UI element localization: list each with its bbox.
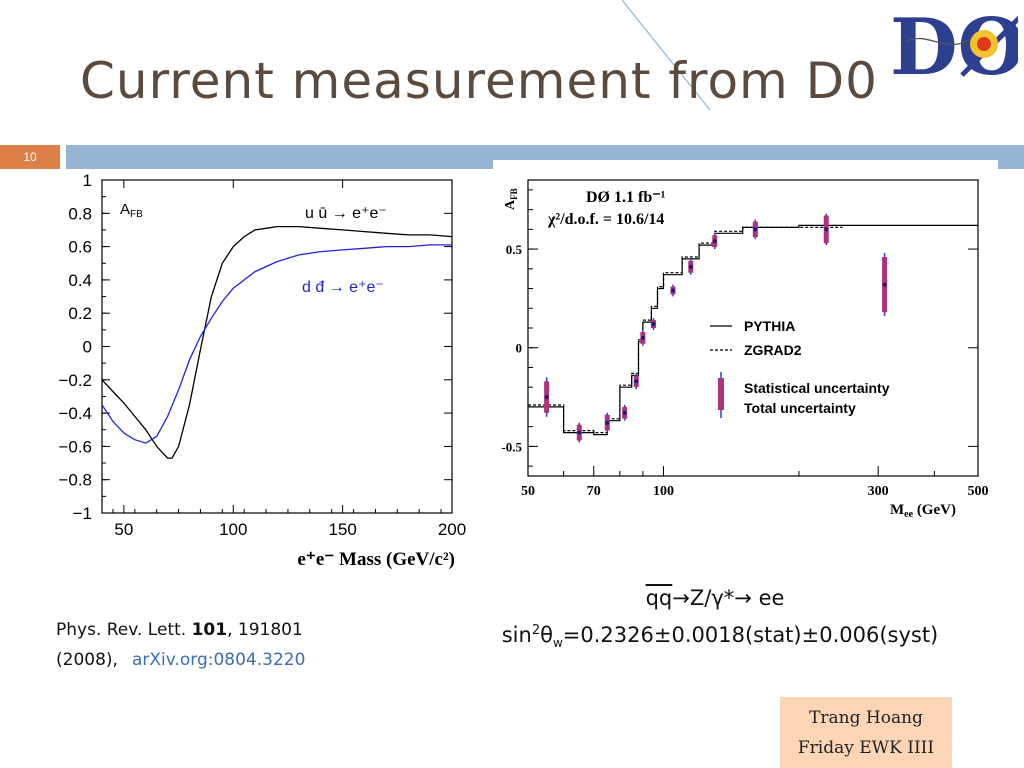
- legend-stat-label: Statistical uncertainty: [744, 380, 890, 396]
- legend-d-quark: d đ → e⁺e⁻: [302, 279, 384, 296]
- data-point: [688, 264, 693, 269]
- y-tick-label: −1: [73, 504, 92, 523]
- x-tick-label: 100: [653, 484, 674, 499]
- d0-logo: DØ: [886, 2, 1018, 88]
- series-line-d-quark: [101, 244, 452, 444]
- x-tick-label: 500: [968, 484, 989, 499]
- process-arrow-1: →: [672, 586, 690, 610]
- process-leptons: ee: [758, 586, 785, 610]
- data-point: [882, 282, 887, 287]
- data-point: [622, 410, 627, 415]
- reference-article: , 191801: [227, 620, 303, 640]
- header-bar-gap: [493, 160, 998, 169]
- reference-journal: Phys. Rev. Lett.: [56, 620, 187, 640]
- y-axis-label: AFB: [503, 188, 519, 210]
- y-tick-label: −0.6: [58, 437, 92, 456]
- legend-total-label: Total uncertainty: [744, 400, 856, 416]
- series-line-u-quark: [101, 225, 453, 459]
- plot-frame: [101, 179, 453, 514]
- y-tick-label: 1: [83, 171, 92, 190]
- legend-u-quark: u ū → e⁺e⁻: [305, 205, 387, 222]
- y-tick-label: 0.2: [68, 304, 92, 323]
- y-tick-label: 0.8: [68, 204, 92, 223]
- reference-line-2: (2008), arXiv.org:0804.3220: [56, 650, 305, 670]
- data-point: [824, 227, 829, 232]
- x-tick-label: 300: [868, 484, 889, 499]
- data-point: [605, 420, 610, 425]
- chart-title: DØ 1.1 fb⁻¹: [586, 189, 666, 206]
- x-axis-label: e⁺e⁻ Mass (GeV/c²): [297, 549, 455, 570]
- y-tick-label: −0.8: [58, 471, 92, 490]
- data-point: [577, 430, 582, 435]
- data-point: [670, 288, 675, 293]
- y-tick-label: 0: [516, 341, 523, 356]
- process-line: qq→Z/γ*→ ee: [600, 586, 830, 610]
- process-quarks: qq: [645, 586, 673, 610]
- footer-event: Friday EWK IIII: [797, 738, 935, 758]
- arxiv-link[interactable]: arXiv.org:0804.3220: [131, 650, 306, 670]
- afb-theory-chart: 1 0.8 0.6 0.4 0.2 0 −0.2 −0.4 −0.6 −0.8 −1 50 100 150…: [58, 171, 466, 570]
- process-arrow-2: →: [734, 586, 752, 610]
- data-point: [712, 239, 717, 244]
- y-tick-label: 0.4: [68, 271, 92, 290]
- x-tick-label: 150: [328, 520, 356, 539]
- y-tick-label: 0.5: [506, 242, 523, 257]
- slide-number: 10: [0, 145, 60, 169]
- footer-name: Trang Hoang: [809, 708, 923, 728]
- data-point: [544, 395, 549, 400]
- reference-year: (2008),: [56, 650, 118, 670]
- reference-volume: 101: [191, 620, 228, 640]
- afb-annotation: AFB: [120, 201, 143, 220]
- x-tick-label: 100: [219, 520, 247, 539]
- x-tick-label: 50: [521, 484, 535, 499]
- y-tick-label: 0: [83, 338, 92, 357]
- x-tick-label: 200: [438, 520, 466, 539]
- chart-subtitle: χ²/d.o.f. = 10.6/14: [547, 211, 664, 228]
- y-tick-label: −0.4: [58, 404, 92, 423]
- theta-symbol: θ: [540, 623, 553, 647]
- y-tick-label: 0.6: [68, 238, 92, 257]
- process-boson: Z/γ*: [689, 586, 735, 610]
- result-value: =0.2326±0.0018(stat)±0.006(syst): [562, 623, 939, 647]
- y-tick-label: −0.2: [58, 371, 92, 390]
- sin-text: sin: [501, 623, 532, 647]
- x-tick-label: 50: [114, 520, 133, 539]
- x-axis-label: Mee (GeV): [890, 502, 956, 520]
- zgrad-step-line: [528, 226, 843, 434]
- data-point: [640, 335, 645, 340]
- reference-line-1: Phys. Rev. Lett. 101, 191801: [56, 620, 303, 640]
- legend-stat-swatch: [718, 378, 724, 410]
- weinberg-angle-result: sin2θw=0.2326±0.0018(stat)±0.006(syst): [420, 623, 1020, 650]
- slide-title: Current measurement from D0: [80, 52, 878, 110]
- data-point: [634, 379, 639, 384]
- decorative-line: [621, 0, 711, 111]
- data-point: [651, 322, 656, 327]
- theta-subscript: w: [552, 636, 563, 651]
- footer-box: Trang Hoang Friday EWK IIII: [780, 697, 952, 768]
- data-point: [753, 227, 758, 232]
- y-tick-label: -0.5: [501, 439, 522, 454]
- sin-exponent: 2: [531, 623, 541, 638]
- legend-zgrad-label: ZGRAD2: [744, 342, 802, 358]
- legend-pythia-label: PYTHIA: [744, 318, 795, 334]
- x-tick-label: 70: [587, 484, 601, 499]
- afb-measurement-chart: 0.5 0 -0.5 50 70 100 300 500 DØ 1.1 fb⁻¹ χ²/d.o.f…: [501, 179, 989, 520]
